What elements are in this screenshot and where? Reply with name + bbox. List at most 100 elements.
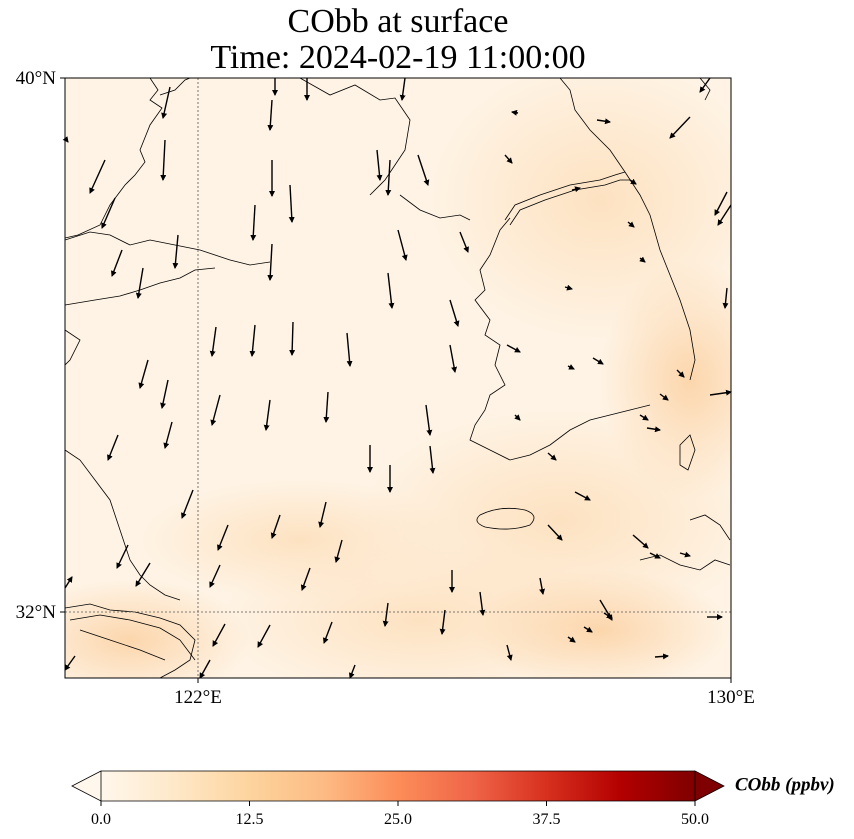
wind-arrow: [479, 591, 486, 616]
wind-arrow: [199, 659, 211, 679]
wind-arrow: [717, 204, 732, 226]
wind-arrow: [300, 567, 311, 591]
wind-arrow: [459, 231, 469, 253]
wind-arrow: [627, 221, 635, 228]
wind-arrow: [449, 344, 458, 373]
axis-ticks: [60, 77, 732, 683]
wind-arrow: [135, 267, 144, 299]
wind-arrow: [506, 644, 513, 661]
map-title: CObb at surface: [287, 3, 509, 40]
wind-arrow: [417, 154, 430, 186]
gridlines: [65, 78, 731, 678]
map-frame: [64, 77, 732, 679]
wind-arrow: [217, 524, 229, 551]
wind-arrow: [504, 154, 513, 164]
wind-arrow: [64, 576, 73, 589]
wind-arrow: [270, 514, 281, 539]
colorbar-tick-2: 25.0: [384, 811, 412, 828]
wind-vectors: [62, 77, 732, 679]
wind-arrow: [425, 404, 433, 436]
wind-arrow: [289, 321, 296, 356]
wind-arrow: [138, 359, 149, 389]
wind-arrow: [669, 116, 691, 139]
wind-arrow: [346, 332, 353, 367]
wind-arrow: [571, 186, 581, 193]
concentration-field: [65, 78, 731, 678]
wind-arrow: [397, 229, 408, 261]
wind-arrow: [567, 364, 575, 370]
wind-arrow: [382, 602, 389, 627]
wind-arrow: [257, 624, 271, 648]
wind-arrow: [267, 99, 274, 131]
wind-arrow: [160, 139, 167, 181]
wind-arrow: [439, 609, 446, 635]
wind-arrow: [288, 184, 295, 223]
wind-arrow: [318, 501, 327, 528]
wind-arrow: [596, 118, 611, 125]
wind-arrow: [429, 445, 436, 474]
wind-arrow: [348, 664, 356, 679]
wind-arrow: [101, 197, 116, 229]
wind-arrow: [107, 434, 119, 461]
wind-arrow: [632, 534, 649, 549]
wind-arrow: [322, 621, 333, 644]
wind-arrow: [181, 489, 194, 519]
wind-arrow: [110, 249, 123, 277]
wind-arrow: [385, 159, 392, 196]
wind-arrow: [639, 414, 649, 421]
colorbar-tick-1: 12.5: [236, 811, 264, 828]
map-time: Time: 2024-02-19 11:00:00: [210, 39, 586, 76]
wind-arrow: [547, 452, 557, 461]
wind-arrow: [212, 623, 226, 647]
colorbar-title: CObb (ppbv): [735, 774, 835, 795]
colorbar-gradient: [101, 771, 695, 801]
wind-arrow: [376, 149, 383, 181]
colorbar-tick-3: 37.5: [533, 811, 561, 828]
wind-arrow: [135, 562, 151, 587]
wind-arrow: [649, 552, 661, 559]
wind-arrow: [679, 551, 691, 558]
wind-arrow: [564, 284, 573, 291]
wind-arrow: [267, 243, 274, 281]
wind-arrow: [387, 272, 395, 309]
wind-arrow: [574, 491, 591, 501]
wind-arrow: [399, 77, 406, 101]
wind-arrow: [89, 159, 106, 194]
wind-arrow: [654, 653, 669, 660]
wind-arrow: [163, 421, 173, 449]
wind-arrow: [506, 344, 521, 353]
wind-arrow: [64, 655, 76, 671]
lat-label-32n: 32°N: [16, 602, 57, 623]
wind-arrow: [323, 391, 330, 423]
wind-arrow: [250, 204, 257, 241]
lat-label-40n: 40°N: [16, 68, 57, 89]
wind-arrow: [210, 394, 221, 426]
wind-arrow: [583, 626, 593, 633]
wind-arrow: [709, 389, 732, 396]
wind-arrow: [639, 256, 646, 263]
wind-arrow: [699, 77, 711, 93]
colorbar-extend-high: [694, 770, 725, 802]
wind-arrow: [539, 577, 546, 595]
lon-label-122e: 122°E: [174, 687, 222, 708]
wind-arrow: [714, 191, 728, 216]
colorbar: 0.0 12.5 25.0 37.5 50.0 CObb (ppbv): [71, 770, 835, 828]
coastlines: [65, 78, 731, 678]
wind-arrow: [659, 393, 669, 401]
wind-arrow: [263, 399, 271, 431]
colorbar-extend-low: [71, 770, 102, 802]
wind-arrow: [116, 544, 129, 569]
wind-arrow: [209, 564, 221, 588]
wind-arrow: [722, 287, 729, 309]
wind-arrow: [209, 326, 217, 357]
wind-arrow: [172, 234, 179, 269]
wind-arrow: [334, 539, 343, 563]
wind-arrow: [646, 426, 661, 433]
wind-arrow: [567, 636, 576, 643]
wind-arrow: [160, 379, 169, 409]
wind-arrow: [514, 414, 521, 421]
wind-arrow: [676, 369, 685, 378]
wind-arrow: [629, 178, 637, 185]
wind-arrow: [449, 299, 460, 327]
